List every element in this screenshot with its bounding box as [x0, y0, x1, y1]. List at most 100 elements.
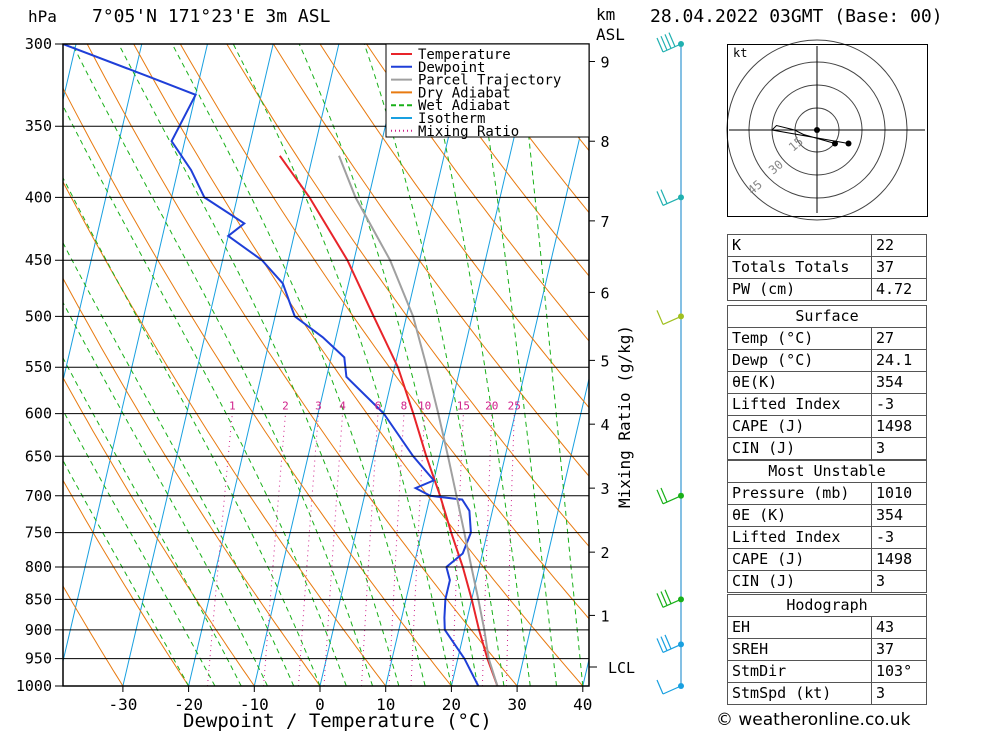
km-tick-label: 2 — [600, 544, 609, 562]
dry-adiabat-line — [366, 44, 589, 342]
wet-adiabat-line — [118, 44, 400, 686]
hodograph-trace — [770, 124, 849, 144]
index-value: 27 — [871, 327, 927, 350]
index-row: CAPE (J) 1498 — [727, 548, 927, 571]
km-tick-label: 7 — [600, 213, 609, 231]
index-row: Temp (°C) 27 — [727, 327, 927, 350]
pressure-unit-label: hPa — [28, 7, 57, 26]
index-label: Lifted Index — [727, 393, 872, 416]
index-value: 37 — [871, 638, 927, 661]
temperature-tick-label: 40 — [573, 695, 592, 714]
series-temperature-line — [278, 155, 499, 686]
index-value: 3 — [871, 682, 927, 705]
credit-link[interactable]: © weatheronline.co.uk — [716, 710, 911, 730]
km-tick-label: 8 — [600, 133, 609, 151]
hodograph-title: Hodograph — [727, 594, 927, 617]
index-value: 22 — [871, 234, 927, 257]
legend-label: Isotherm — [418, 111, 485, 127]
x-axis-label: Dewpoint / Temperature (°C) — [183, 710, 492, 732]
km-label: km — [596, 5, 615, 24]
mixing-ratio-label: 1 — [229, 400, 236, 413]
index-value: 1498 — [871, 548, 927, 571]
index-row: CIN (J) 3 — [727, 437, 927, 460]
index-value: 1498 — [871, 415, 927, 438]
wind-barb-flag — [660, 487, 668, 503]
dry-adiabat-line — [63, 585, 124, 686]
mixing-ratio-label: 8 — [401, 400, 408, 413]
dry-adiabat-line — [63, 87, 452, 686]
datetime-title: 28.04.2022 03GMT (Base: 00) — [650, 6, 943, 27]
hodograph-point — [832, 140, 838, 147]
wet-adiabat-line — [171, 44, 426, 686]
mixing-ratio-label: 3 — [315, 400, 322, 413]
wind-barb-flag — [656, 593, 664, 608]
wind-barb-shaft — [662, 495, 682, 505]
wind-barb-shaft — [662, 598, 682, 608]
index-value: -3 — [871, 393, 927, 416]
isotherm-line — [450, 95, 589, 686]
wind-barb-flag — [656, 310, 664, 325]
hodograph-table: Hodograph EH 43 SREH 37 StmDir 103° StmSpd (kt… — [727, 594, 927, 705]
pressure-tick-label: 750 — [25, 524, 52, 542]
pressure-tick-label: 450 — [25, 251, 52, 269]
pressure-tick-label: 1000 — [16, 677, 52, 695]
pressure-tick-label: 350 — [25, 117, 52, 135]
wind-barb-flag — [664, 34, 672, 49]
isotherm-line — [516, 376, 589, 686]
series-parcel-trajectory-line — [338, 155, 499, 686]
mixing-ratio-label: 25 — [508, 400, 521, 413]
lcl-label: LCL — [608, 659, 635, 677]
mixing-ratio-label: 15 — [457, 400, 470, 413]
isotherm-line — [385, 44, 537, 686]
index-label: CAPE (J) — [727, 548, 872, 571]
index-value: 354 — [871, 371, 927, 394]
mixing-ratio-line — [361, 413, 379, 686]
index-row: Pressure (mb) 1010 — [727, 482, 927, 505]
index-label: Totals Totals — [727, 256, 872, 279]
index-label: SREH — [727, 638, 872, 661]
mixing-ratio-label: 6 — [375, 400, 382, 413]
temperature-tick-label: 10 — [376, 695, 395, 714]
wind-barb-flag — [668, 32, 676, 47]
wind-barb-shaft — [662, 685, 682, 695]
isotherm-line — [0, 44, 10, 686]
legend-box — [385, 43, 590, 138]
pressure-tick-label: 800 — [25, 558, 52, 576]
wet-adiabat-line — [71, 44, 374, 686]
index-label: CIN (J) — [727, 570, 872, 593]
mixing-ratio-line — [263, 413, 286, 686]
legend-label: Wet Adiabat — [418, 98, 511, 114]
index-value: 103° — [871, 660, 927, 683]
legend-label: Mixing Ratio — [418, 124, 519, 140]
km-tick-label: 1 — [600, 607, 609, 625]
index-value: 354 — [871, 504, 927, 527]
pressure-tick-label: 550 — [25, 358, 52, 376]
wind-barb-shaft — [662, 43, 682, 53]
wet-adiabat-line — [422, 44, 531, 686]
km-tick-label: 5 — [600, 352, 609, 370]
index-label: θE (K) — [727, 504, 872, 527]
index-value: 1010 — [871, 482, 927, 505]
dry-adiabat-line — [63, 180, 387, 686]
isotherm-line — [188, 44, 340, 686]
index-label: CAPE (J) — [727, 415, 872, 438]
legend-label: Dewpoint — [418, 60, 485, 76]
dry-adiabat-line — [412, 44, 589, 277]
index-row: CIN (J) 3 — [727, 570, 927, 593]
index-value: -3 — [871, 526, 927, 549]
pressure-tick-label: 850 — [25, 590, 52, 608]
wind-barb-shaft — [662, 643, 682, 653]
index-value: 4.72 — [871, 278, 927, 301]
hodograph-box — [727, 44, 928, 217]
index-row: StmDir 103° — [727, 660, 927, 683]
index-row: PW (cm) 4.72 — [727, 278, 927, 301]
index-row: Lifted Index -3 — [727, 526, 927, 549]
index-value: 24.1 — [871, 349, 927, 372]
wind-barb-flag — [660, 35, 668, 51]
index-row: Dewp (°C) 24.1 — [727, 349, 927, 372]
wind-barb-flag — [656, 489, 664, 505]
km-tick-label: 6 — [600, 284, 609, 302]
mixing-ratio-label: 4 — [339, 400, 346, 413]
